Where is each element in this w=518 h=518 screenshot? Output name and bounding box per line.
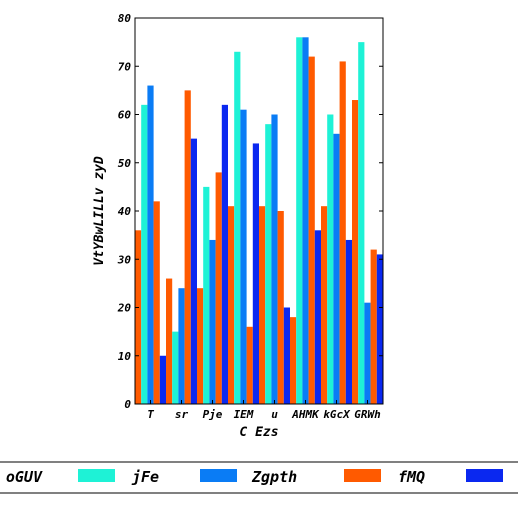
bar-jFe-sr: [172, 331, 179, 405]
bar-jFe-T: [141, 104, 148, 404]
bar-series-5-kGcX: [345, 239, 352, 404]
legend-label-Zgpth: Zgpth: [251, 468, 297, 486]
bar-oGUV-T: [135, 230, 142, 404]
legend: oGUV jFe Zgpth fMQ: [0, 461, 518, 494]
x-axis-label: C Ezs: [239, 425, 278, 440]
bar-oGUV-IEM: [228, 206, 235, 404]
x-tick-label: T: [147, 408, 154, 421]
bar-Zgpth-IEM: [240, 109, 247, 405]
x-tick-label: IEM: [234, 408, 254, 421]
bar-jFe-AHMK: [296, 37, 303, 405]
bar-Zgpth-u: [271, 114, 278, 404]
x-tick-label: Pje: [203, 408, 223, 421]
y-tick-label: 10: [118, 350, 132, 363]
bar-Zgpth-Pje: [209, 239, 216, 404]
bar-fMQ-sr: [184, 90, 191, 405]
bar-series-5-GRWh: [376, 254, 383, 404]
x-tick-label: u: [271, 408, 278, 421]
legend-swatch-series-5: [466, 469, 503, 482]
bar-series-5-T: [159, 355, 166, 404]
bar-jFe-Pje: [203, 186, 210, 405]
bar-series-5-Pje: [221, 104, 228, 404]
bar-fMQ-T: [153, 201, 160, 404]
x-tick-label: AHMK: [291, 408, 320, 421]
legend-label-fMQ: fMQ: [398, 468, 425, 486]
legend-label-oGUV: oGUV: [6, 468, 43, 486]
y-tick-label: 40: [118, 205, 132, 218]
bar-Zgpth-GRWh: [364, 302, 371, 404]
bar-fMQ-IEM: [246, 326, 253, 404]
bar-fMQ-u: [277, 211, 284, 404]
y-tick-label: 20: [117, 302, 132, 315]
x-tick-label: kGcX: [323, 408, 351, 421]
legend-swatch-Zgpth: [200, 469, 237, 482]
bar-oGUV-kGcX: [321, 206, 328, 404]
bar-oGUV-AHMK: [290, 317, 297, 404]
x-tick-label: sr: [175, 408, 189, 421]
legend-swatch-jFe: [78, 469, 115, 482]
bar-series-5-u: [283, 307, 290, 404]
y-tick-label: 60: [118, 109, 132, 122]
bar-oGUV-Pje: [197, 288, 204, 404]
bar-jFe-u: [265, 124, 272, 405]
bars-layer: [135, 37, 383, 405]
legend-label-jFe: jFe: [131, 468, 159, 486]
legend-swatch-fMQ: [344, 469, 381, 482]
bar-oGUV-u: [259, 206, 266, 404]
bar-jFe-GRWh: [358, 42, 365, 405]
y-axis-label: VtYBwLILLv zyD: [92, 156, 107, 266]
y-axis-ticks: 0 10 20 30 40 50 60 70 80: [117, 12, 383, 411]
bar-series-5-sr: [190, 138, 197, 405]
bar-oGUV-sr: [166, 278, 173, 404]
bar-jFe-IEM: [234, 51, 241, 404]
bar-Zgpth-sr: [178, 288, 185, 404]
bar-Zgpth-AHMK: [302, 37, 309, 405]
y-tick-label: 80: [118, 12, 132, 25]
bar-Zgpth-T: [147, 85, 154, 405]
bar-series-5-AHMK: [314, 230, 321, 404]
y-tick-label: 70: [118, 60, 132, 73]
bar-Zgpth-kGcX: [333, 133, 340, 405]
bar-series-5-IEM: [252, 143, 259, 404]
y-tick-label: 30: [117, 253, 132, 266]
bar-fMQ-kGcX: [339, 61, 346, 405]
x-tick-label: GRWh: [354, 408, 381, 421]
bar-oGUV-GRWh: [352, 100, 359, 404]
bar-fMQ-Pje: [215, 172, 222, 404]
bar-fMQ-GRWh: [370, 249, 377, 404]
y-tick-label: 50: [118, 157, 132, 170]
bar-fMQ-AHMK: [308, 56, 315, 404]
bar-jFe-kGcX: [327, 114, 334, 404]
y-tick-label: 0: [124, 398, 131, 411]
